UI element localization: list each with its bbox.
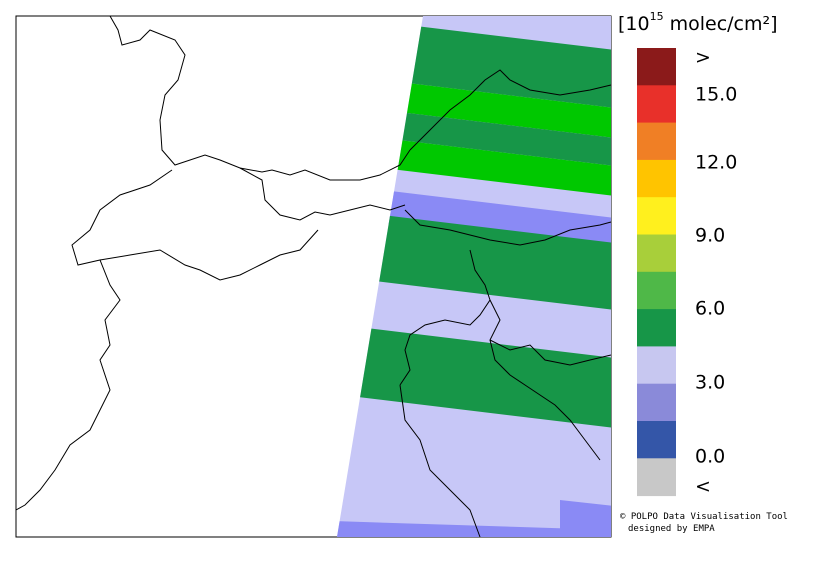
legend-label: <	[695, 476, 711, 498]
legend-labels: >15.0 12.0 9.0 6.0 3.0 0.0 <	[695, 47, 737, 498]
legend-title: [1015 molec/cm²]	[618, 10, 778, 35]
legend-swatch	[637, 85, 676, 124]
legend-swatches	[637, 48, 676, 497]
legend-swatch	[637, 48, 676, 86]
legend-swatch	[637, 271, 676, 310]
country-borders	[15, 15, 612, 538]
credit-line: designed by EMPA	[628, 524, 715, 534]
legend-label: 9.0	[695, 225, 725, 247]
legend-swatch	[637, 346, 676, 385]
legend-swatch	[637, 197, 676, 235]
credit-line: © POLPO Data Visualisation Tool	[620, 512, 788, 522]
legend-swatch	[637, 309, 676, 347]
legend-label: 15.0	[695, 84, 737, 106]
legend-label: 12.0	[695, 152, 737, 174]
legend: [1015 molec/cm²] >15.0 12.0 9.0 6.0 3.0 0.0 <	[618, 10, 778, 498]
legend-swatch	[637, 122, 676, 161]
legend-label: 6.0	[695, 298, 725, 320]
legend-swatch	[637, 383, 676, 422]
legend-label: 0.0	[695, 446, 725, 468]
legend-swatch	[637, 458, 676, 497]
legend-swatch	[637, 234, 676, 273]
legend-label: 3.0	[695, 372, 725, 394]
legend-swatch	[637, 421, 676, 459]
legend-label: >	[695, 47, 711, 69]
legend-swatch	[637, 159, 676, 198]
